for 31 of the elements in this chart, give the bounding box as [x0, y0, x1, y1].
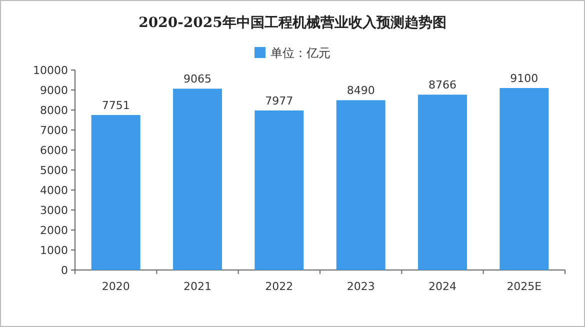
data-label: 8490 — [346, 84, 375, 98]
y-tick-label: 0 — [61, 264, 68, 277]
x-tick-label: 2024 — [428, 280, 456, 293]
x-tick-label: 2022 — [265, 280, 294, 293]
y-tick-label: 2000 — [40, 224, 68, 237]
bar — [336, 100, 386, 270]
bar — [254, 110, 304, 270]
data-label: 8766 — [428, 78, 456, 92]
data-label: 9065 — [184, 72, 212, 86]
legend-label: 单位：亿元 — [270, 46, 330, 60]
x-tick-label: 2023 — [346, 280, 375, 293]
bar — [173, 88, 222, 270]
x-tick-label: 2025E — [506, 280, 542, 293]
data-label: 7751 — [102, 98, 130, 112]
bar — [500, 88, 549, 270]
data-label: 9100 — [510, 72, 538, 85]
y-tick-label: 7000 — [40, 124, 68, 137]
y-tick-label: 8000 — [40, 104, 68, 117]
y-tick-label: 1000 — [40, 244, 68, 257]
y-tick-label: 3000 — [40, 204, 68, 217]
bar — [418, 94, 467, 270]
chart-title: 2020-2025年中国工程机械营业收入预测趋势图 — [138, 15, 446, 31]
y-tick-label: 5000 — [40, 164, 68, 177]
y-tick-label: 10000 — [33, 64, 68, 77]
x-tick-label: 2020 — [102, 280, 130, 293]
y-tick-label: 4000 — [40, 184, 68, 197]
data-label: 7977 — [265, 94, 294, 108]
x-tick-label: 2021 — [184, 280, 212, 293]
bar — [91, 114, 140, 270]
y-tick-label: 9000 — [40, 84, 68, 97]
y-tick-label: 6000 — [40, 144, 68, 157]
